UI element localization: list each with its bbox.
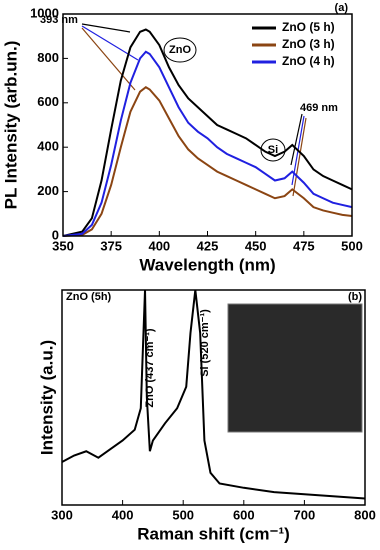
y-tick-label: 800 [37, 50, 59, 65]
annotation: 393 nm [40, 14, 78, 26]
line-series [61, 289, 366, 500]
x-tick-label: 475 [293, 238, 315, 253]
x-tick-label: 600 [233, 507, 255, 522]
legend-label: ZnO (3 h) [282, 37, 335, 51]
x-tick-label: 800 [354, 507, 376, 522]
y-tick-label: 1000 [30, 5, 59, 20]
y-axis-label: Intensity (a.u.) [37, 340, 56, 455]
x-tick-label: 500 [341, 238, 363, 253]
annotation: ZnO (437 cm⁻¹) [144, 328, 156, 407]
annotation: Si (520 cm⁻¹) [199, 309, 211, 377]
plot-frame [61, 289, 366, 506]
y-tick-label: 200 [37, 183, 59, 198]
x-tick-label: 400 [112, 507, 134, 522]
annotation: (b) [348, 291, 362, 303]
x-tick-label: 400 [148, 238, 170, 253]
annotation: 469 nm [300, 102, 338, 114]
x-tick-label: 450 [245, 238, 267, 253]
y-axis-label: PL Intensity (arb.un.) [1, 41, 20, 210]
line-series [62, 28, 353, 237]
x-tick-label: 375 [100, 238, 122, 253]
zno-circle [163, 37, 197, 63]
inset-image [227, 303, 363, 433]
x-tick-label: 300 [51, 507, 73, 522]
annotation: Si [268, 144, 278, 156]
x-axis-label: Raman shift (cm⁻¹) [137, 524, 290, 543]
legend-label: ZnO (4 h) [282, 54, 335, 68]
annotation: ZnO [169, 44, 191, 56]
y-tick-label: 400 [37, 139, 59, 154]
x-tick-label: 500 [172, 507, 194, 522]
x-tick-label: 425 [197, 238, 219, 253]
y-tick-label: 600 [37, 94, 59, 109]
x-tick-label: 700 [294, 507, 316, 522]
line-series [62, 86, 353, 237]
line-series [62, 50, 353, 237]
x-tick-label: 350 [52, 238, 74, 253]
legend-label: ZnO (5 h) [282, 20, 335, 34]
annotation: ZnO (5h) [66, 291, 112, 303]
annotation: (a) [335, 2, 349, 14]
x-axis-label: Wavelength (nm) [139, 255, 275, 274]
y-tick-label: 0 [52, 227, 59, 242]
